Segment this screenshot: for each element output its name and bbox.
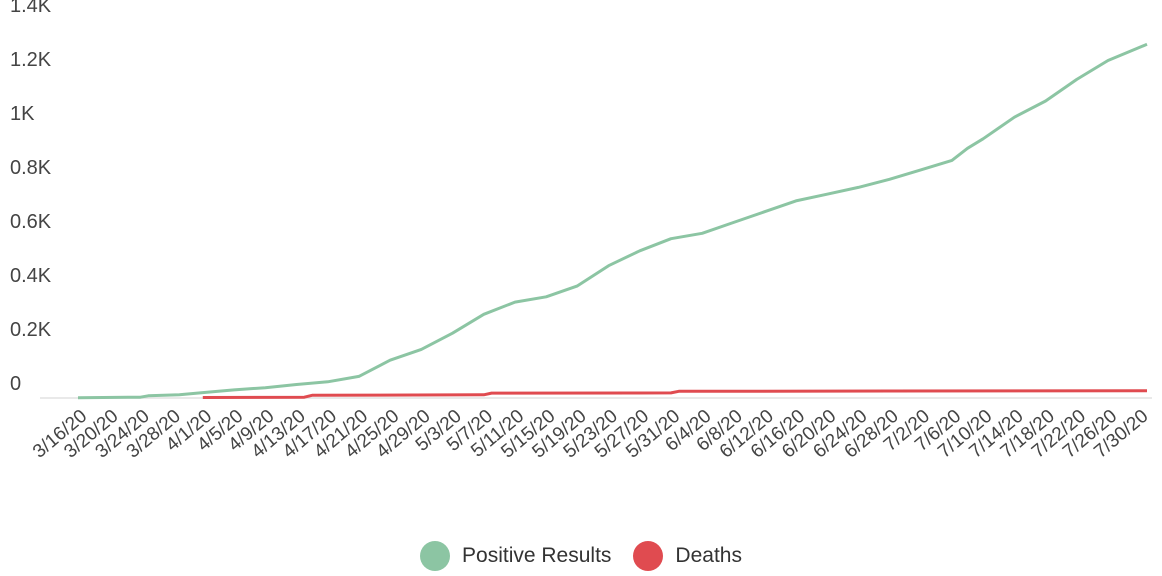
legend-item-positive-results[interactable]: Positive Results xyxy=(420,541,611,571)
line-chart: 0 0.2K 0.4K 0.6K 0.8K 1K 1.2K 1.4K 3/16/203/20/… xyxy=(10,0,1152,463)
y-tick-label: 0 xyxy=(10,373,21,395)
y-tick-label: 0.6K xyxy=(10,211,52,233)
y-tick-label: 0.4K xyxy=(10,265,52,287)
series-line-deaths xyxy=(202,389,1148,399)
legend-swatch-positive-results xyxy=(420,541,451,571)
legend-item-deaths[interactable]: Deaths xyxy=(633,541,742,571)
series-layer xyxy=(77,42,1148,400)
y-tick-label: 1.2K xyxy=(10,49,52,71)
y-axis: 0 0.2K 0.4K 0.6K 0.8K 1K 1.2K 1.4K xyxy=(10,0,52,395)
y-tick-label: 0.2K xyxy=(10,319,52,341)
x-axis: 3/16/203/20/203/24/203/28/204/1/204/5/20… xyxy=(29,406,1152,463)
legend-swatch-deaths xyxy=(633,541,664,571)
y-tick-label: 0.8K xyxy=(10,157,52,179)
series-line-positive-results xyxy=(77,42,1148,400)
y-tick-label: 1K xyxy=(10,103,35,125)
y-tick-label: 1.4K xyxy=(10,0,52,17)
legend: Positive Results Deaths xyxy=(0,536,1162,576)
legend-label-positive-results: Positive Results xyxy=(462,544,612,567)
legend-label-deaths: Deaths xyxy=(675,544,742,567)
